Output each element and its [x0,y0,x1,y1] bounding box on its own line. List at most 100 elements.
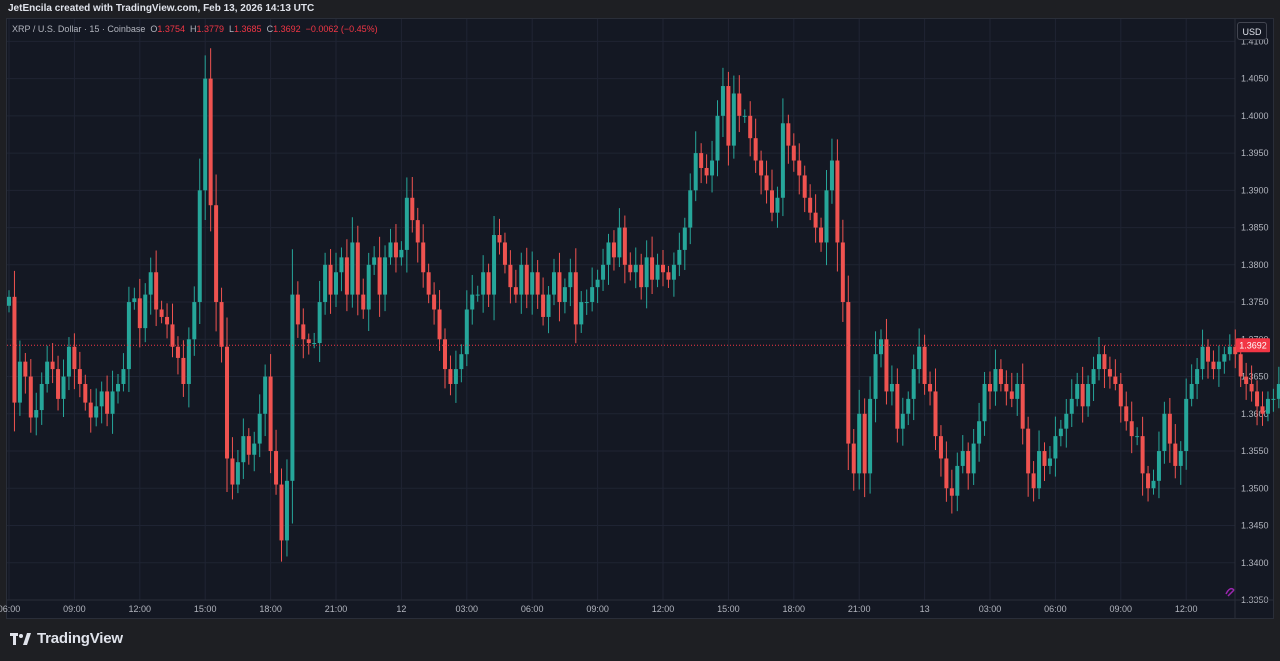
candle-body [1058,428,1063,437]
candle-body [214,205,219,303]
candle-body [1162,413,1167,452]
candle-body [388,242,393,258]
candle-body [165,316,170,325]
candle-body [235,462,240,485]
candle-body [105,391,110,414]
candle-body [1233,346,1238,355]
candle-body [922,346,927,384]
candle-body [470,294,475,310]
candle-body [693,153,698,191]
x-tick-label: 12 [396,604,406,614]
candle-body [181,357,186,384]
candle-body [290,294,295,481]
x-tick-label: 18:00 [259,604,282,614]
candle-body [464,309,469,355]
candle-body [306,339,311,344]
candle-body [933,391,938,437]
candle-body [906,398,911,414]
candle-body [1129,421,1134,437]
candle-body [377,257,382,295]
candle-body [295,294,300,325]
candle-body [497,235,502,243]
candle-body [710,160,715,176]
candle-body [312,343,317,345]
candle-body [595,279,600,288]
candle-body [513,287,518,295]
candle-body [72,346,77,370]
candle-body [1189,383,1194,399]
y-tick-label: 1.3550 [1241,446,1269,456]
candle-body [372,257,377,265]
x-tick-label: 09:00 [1110,604,1133,614]
candle-body [137,298,142,329]
candle-body [770,190,774,213]
candle-body [682,227,687,250]
y-tick-label: 1.3450 [1241,521,1269,531]
candle-body [1135,436,1140,438]
candle-body [530,272,535,295]
close-value: 1.3692 [273,24,301,34]
y-tick-label: 1.3750 [1241,297,1269,307]
last-price-tag [1236,338,1270,353]
candle-body [928,383,933,392]
candle-body [1222,354,1227,362]
candle-body [7,296,11,306]
candle-body [77,369,82,384]
candle-body [241,436,246,463]
candle-body [88,402,93,418]
candle-body [426,272,431,295]
chart-pane[interactable] [6,18,1274,619]
low-label: L [229,24,235,34]
candle-body [671,264,676,280]
candle-body [1200,346,1205,370]
candle-body [988,383,992,392]
candle-body [982,383,987,422]
candle-body [900,413,905,429]
y-tick-label: 1.3400 [1241,558,1269,568]
candle-body [252,443,257,455]
candle-body [611,242,616,258]
candle-body [546,294,551,317]
candle-body [764,175,769,191]
candle-body [148,272,153,295]
symbol-legend: XRP / U.S. Dollar · 15 · Coinbase O1.375… [12,24,378,34]
candle-body [317,302,322,344]
y-tick-label: 1.3850 [1241,223,1269,233]
candle-body [34,410,39,418]
candle-body [731,93,736,146]
candle-body [50,361,55,370]
tradingview-brand[interactable]: TradingView [10,630,123,647]
candle-body [334,272,338,295]
candle-body [1227,346,1232,355]
x-tick-label: 21:00 [848,604,871,614]
candle-body [846,302,851,444]
currency-button[interactable]: USD [1237,22,1267,40]
candle-body [121,369,126,384]
candle-body [1124,406,1129,422]
y-tick-label: 1.3950 [1241,148,1269,158]
candle-body [726,86,731,146]
high-label: H [189,24,197,34]
candle-body [1260,406,1265,414]
candle-body [437,309,442,340]
candle-body [453,369,458,384]
candle-body [606,242,611,265]
candle-body [366,264,371,310]
y-tick-label: 1.3500 [1241,483,1269,493]
candle-body [170,324,175,347]
candle-body [715,115,720,161]
candle-body [917,346,922,370]
candle-body [802,175,807,198]
candle-body [508,264,513,288]
y-tick-label: 1.4000 [1241,111,1269,121]
candle-body [677,249,682,265]
candle-body [819,227,824,243]
candle-body [132,298,137,303]
candle-body [699,153,704,168]
y-tick-label: 1.4100 [1241,36,1269,46]
y-tick-label: 1.3650 [1241,372,1269,382]
candle-body [1102,354,1107,370]
candle-body [1276,383,1280,399]
candle-body [219,302,224,347]
